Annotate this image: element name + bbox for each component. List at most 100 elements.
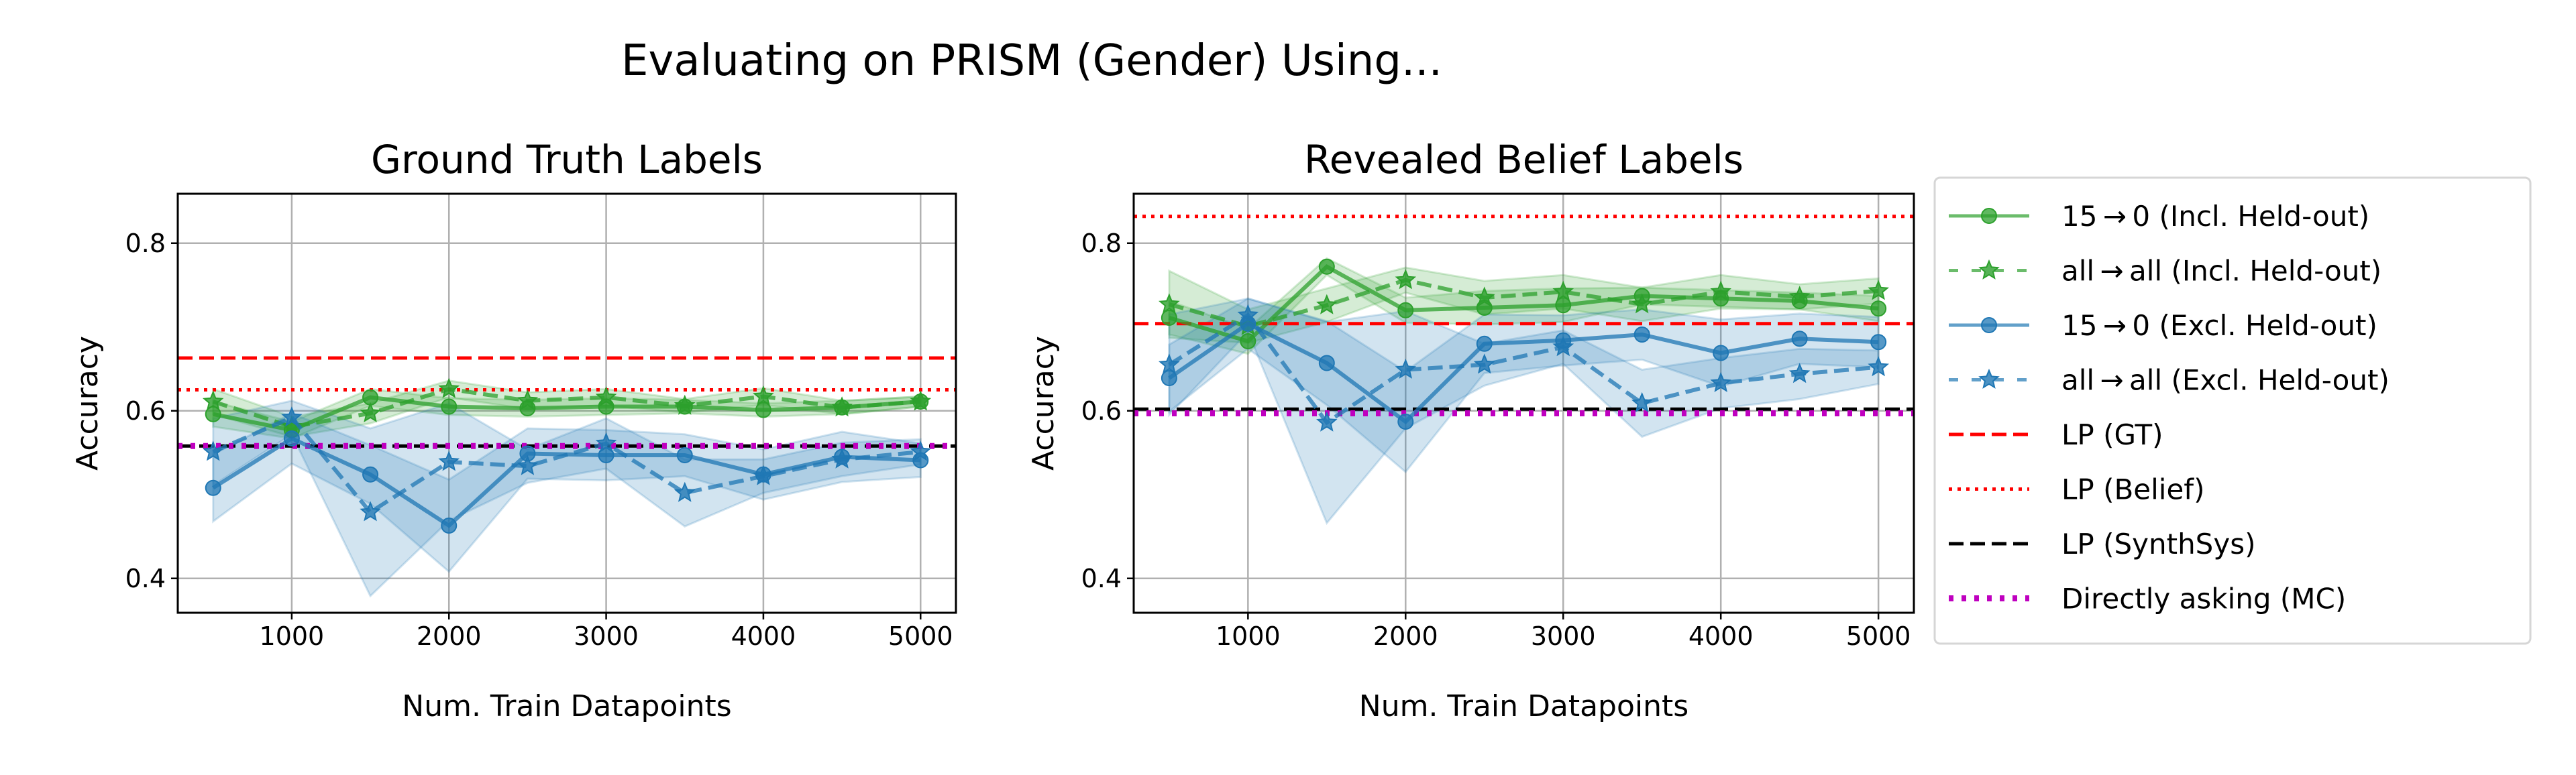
data-point	[1397, 302, 1414, 318]
data-point	[1713, 345, 1729, 361]
legend-label: LP (GT)	[2061, 418, 2163, 451]
data-point	[1318, 355, 1335, 371]
data-point	[1710, 371, 1731, 392]
data-point	[1631, 293, 1653, 314]
axes-frame	[176, 192, 957, 614]
data-point	[1552, 336, 1574, 357]
data-point	[753, 465, 774, 485]
data-point	[1316, 411, 1338, 432]
data-point	[360, 402, 381, 422]
data-point	[1237, 304, 1259, 324]
data-point	[1552, 280, 1574, 301]
x-axis-label: Num. Train Datapoints	[1359, 689, 1688, 723]
data-point	[205, 479, 221, 496]
data-point	[1395, 269, 1417, 290]
x-tick-label: 2000	[417, 621, 482, 651]
data-point	[1788, 286, 1811, 306]
data-point	[1158, 353, 1180, 374]
data-point	[1473, 286, 1495, 307]
data-point	[283, 430, 300, 446]
y-tick-label: 0.8	[1081, 229, 1122, 258]
x-tick-label: 3000	[574, 621, 639, 651]
data-point	[595, 386, 617, 407]
data-point	[1788, 363, 1811, 383]
data-point	[1395, 358, 1417, 379]
data-point	[1473, 353, 1495, 374]
data-point	[755, 402, 771, 418]
legend-label: LP (SynthSys)	[2061, 528, 2255, 560]
x-tick-label: 1000	[1216, 621, 1281, 651]
data-point	[753, 385, 774, 406]
data-point	[674, 394, 696, 415]
data-point	[1791, 331, 1808, 347]
data-point	[441, 398, 458, 415]
suptitle: Evaluating on PRISM (Gender) Using...	[621, 36, 1442, 86]
data-point	[1158, 293, 1180, 314]
y-tick-label: 0.6	[125, 396, 166, 426]
data-point	[438, 451, 460, 471]
legend-label: 15 → 0 (Excl. Held-out)	[2061, 309, 2377, 342]
data-point	[205, 406, 221, 422]
subplot-ground-truth: Ground Truth Labels 1000 2000 3000 4000 5000 0…	[70, 137, 957, 723]
data-point	[1318, 258, 1335, 275]
data-point	[1316, 294, 1338, 314]
data-point	[595, 432, 617, 453]
x-tick-label: 2000	[1373, 621, 1438, 651]
subplot-revealed-belief: Revealed Belief Labels 1000 2000 3000 4000 50…	[1026, 137, 1915, 723]
data-point	[1476, 335, 1493, 352]
legend-label: all → all (Excl. Held-out)	[2061, 364, 2390, 397]
series-line	[212, 415, 921, 515]
legend-marker-circle	[1981, 317, 1997, 333]
data-point	[1868, 280, 1890, 300]
data-point	[202, 440, 224, 461]
data-point	[676, 447, 693, 463]
y-tick-label: 0.4	[125, 564, 166, 593]
x-axis-label: Num. Train Datapoints	[402, 689, 731, 723]
x-tick-label: 5000	[1846, 621, 1911, 651]
data-point	[910, 440, 932, 461]
data-point	[1868, 356, 1890, 377]
data-point	[831, 396, 853, 417]
data-point	[1870, 300, 1887, 317]
data-point	[360, 501, 381, 522]
legend-frame	[1933, 176, 2532, 645]
y-axis-label: Accuracy	[70, 336, 105, 471]
data-point	[1397, 414, 1414, 430]
data-point	[1161, 310, 1177, 326]
x-tick-label: 4000	[731, 621, 796, 651]
data-point	[1633, 326, 1650, 343]
legend-label: all → all (Incl. Held-out)	[2061, 255, 2381, 288]
series-line	[1169, 264, 1879, 344]
series-line	[1169, 278, 1879, 329]
data-point	[674, 481, 696, 502]
subplot-title: Ground Truth Labels	[371, 137, 763, 182]
x-tick-label: 5000	[888, 621, 953, 651]
y-tick-label: 0.4	[1081, 564, 1122, 593]
legend-label: 15 → 0 (Incl. Held-out)	[2061, 200, 2369, 233]
error-band	[1168, 297, 1880, 526]
data-point	[831, 448, 853, 469]
legend: 15 → 0 (Incl. Held-out) all → all (Incl. …	[1933, 176, 2532, 645]
data-point	[517, 390, 539, 410]
data-point	[1240, 333, 1256, 349]
data-point	[1870, 334, 1887, 351]
data-point	[438, 377, 460, 398]
series-line	[1168, 312, 1879, 426]
legend-label: Directly asking (MC)	[2061, 583, 2346, 615]
legend-marker-star	[1978, 368, 2000, 389]
series-line	[1168, 321, 1879, 424]
legend-label: LP (Belief)	[2061, 473, 2204, 506]
data-point	[1710, 280, 1731, 301]
data-point	[1555, 297, 1572, 314]
x-tick-label: 1000	[260, 621, 325, 651]
axes-frame	[1132, 192, 1915, 614]
data-point	[1631, 392, 1653, 412]
y-axis-label: Accuracy	[1026, 336, 1061, 471]
data-point	[910, 390, 932, 411]
data-point	[281, 406, 303, 427]
data-point	[362, 466, 379, 483]
data-point	[441, 518, 458, 534]
legend-marker-circle	[1981, 208, 1997, 224]
y-tick-label: 0.8	[125, 229, 166, 258]
